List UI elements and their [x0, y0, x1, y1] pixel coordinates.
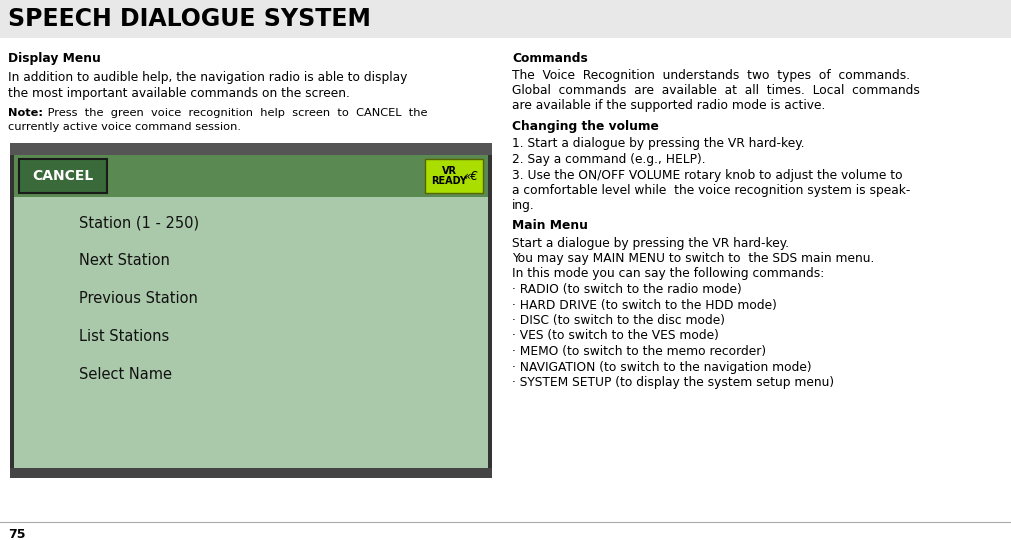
- Text: ing.: ing.: [512, 199, 534, 213]
- Text: · DISC (to switch to the disc mode): · DISC (to switch to the disc mode): [512, 314, 724, 327]
- Text: The  Voice  Recognition  understands  two  types  of  commands.: The Voice Recognition understands two ty…: [512, 69, 909, 82]
- Text: 3. Use the ON/OFF VOLUME rotary knob to adjust the volume to: 3. Use the ON/OFF VOLUME rotary knob to …: [512, 168, 902, 181]
- Text: You may say MAIN MENU to switch to  the SDS main menu.: You may say MAIN MENU to switch to the S…: [512, 252, 874, 265]
- Bar: [10, 143, 491, 472]
- Text: Previous Station: Previous Station: [79, 291, 198, 306]
- Text: Next Station: Next Station: [79, 253, 170, 268]
- Text: · MEMO (to switch to the memo recorder): · MEMO (to switch to the memo recorder): [512, 345, 765, 358]
- Text: Main Menu: Main Menu: [512, 219, 587, 232]
- Text: VR: VR: [442, 166, 456, 176]
- Bar: [14, 155, 487, 197]
- Text: 1. Start a dialogue by pressing the VR hard-key.: 1. Start a dialogue by pressing the VR h…: [512, 138, 804, 151]
- Text: Select Name: Select Name: [79, 367, 172, 382]
- Text: 75: 75: [8, 529, 25, 540]
- Text: a comfortable level while  the voice recognition system is speak-: a comfortable level while the voice reco…: [512, 184, 910, 197]
- Text: · NAVIGATION (to switch to the navigation mode): · NAVIGATION (to switch to the navigatio…: [512, 361, 811, 374]
- Bar: [14, 197, 487, 468]
- Text: SPEECH DIALOGUE SYSTEM: SPEECH DIALOGUE SYSTEM: [8, 7, 370, 31]
- Text: · VES (to switch to the VES mode): · VES (to switch to the VES mode): [512, 329, 718, 342]
- Bar: [0, 0, 1011, 38]
- Text: «€: «€: [462, 170, 477, 183]
- Text: Station (1 - 250): Station (1 - 250): [79, 215, 199, 230]
- Text: Commands: Commands: [512, 52, 587, 65]
- Text: Global  commands  are  available  at  all  times.  Local  commands: Global commands are available at all tim…: [512, 84, 919, 97]
- Text: List Stations: List Stations: [79, 329, 169, 344]
- Text: Press  the  green  voice  recognition  help  screen  to  CANCEL  the: Press the green voice recognition help s…: [43, 109, 427, 118]
- Bar: [425, 159, 482, 193]
- Bar: [19, 159, 107, 193]
- Text: CANCEL: CANCEL: [32, 169, 94, 183]
- Text: currently active voice command session.: currently active voice command session.: [8, 123, 241, 132]
- Text: · HARD DRIVE (to switch to the HDD mode): · HARD DRIVE (to switch to the HDD mode): [512, 299, 776, 312]
- Text: the most important available commands on the screen.: the most important available commands on…: [8, 87, 350, 100]
- Text: 2. Say a command (e.g., HELP).: 2. Say a command (e.g., HELP).: [512, 153, 705, 166]
- Bar: [10, 143, 491, 155]
- Bar: [10, 468, 491, 478]
- Text: READY: READY: [431, 176, 467, 186]
- Text: In addition to audible help, the navigation radio is able to display: In addition to audible help, the navigat…: [8, 71, 407, 84]
- Text: Note:: Note:: [8, 109, 42, 118]
- Text: In this mode you can say the following commands:: In this mode you can say the following c…: [512, 267, 823, 280]
- Text: Start a dialogue by pressing the VR hard-key.: Start a dialogue by pressing the VR hard…: [512, 237, 789, 249]
- Text: Display Menu: Display Menu: [8, 52, 101, 65]
- Text: · RADIO (to switch to the radio mode): · RADIO (to switch to the radio mode): [512, 283, 741, 296]
- Text: · SYSTEM SETUP (to display the system setup menu): · SYSTEM SETUP (to display the system se…: [512, 376, 833, 389]
- Text: are available if the supported radio mode is active.: are available if the supported radio mod…: [512, 99, 825, 112]
- Text: Changing the volume: Changing the volume: [512, 120, 658, 133]
